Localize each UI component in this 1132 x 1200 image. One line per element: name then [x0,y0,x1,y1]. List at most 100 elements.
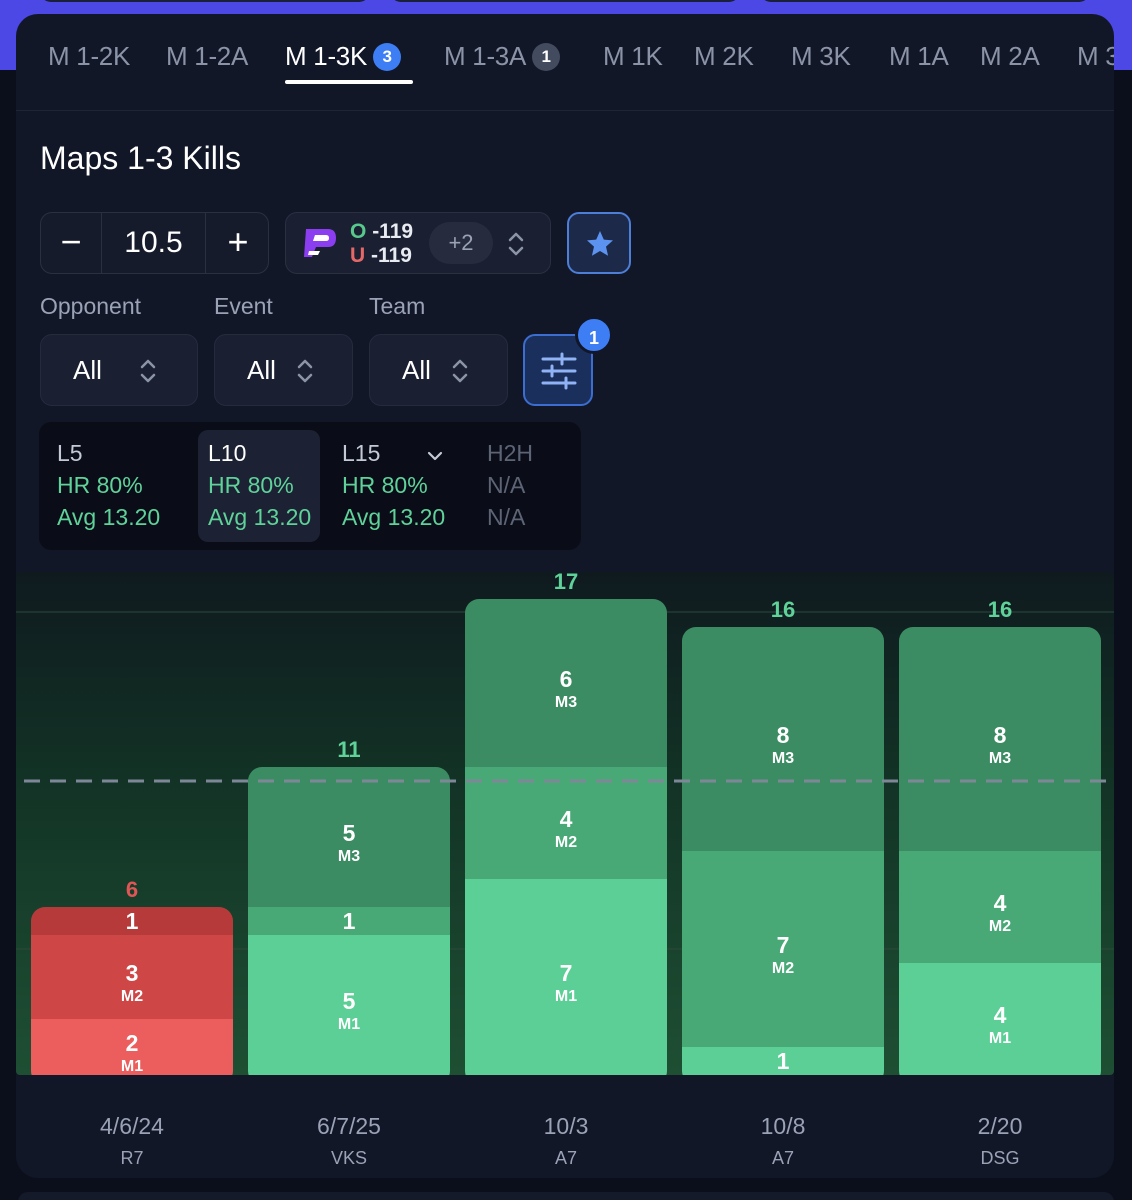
event-filter-label: Event [214,293,273,319]
chevron-up-down-icon [297,359,313,383]
stat-h2h[interactable]: H2H N/A N/A [477,430,599,542]
stat-hr: HR 80% [57,472,143,498]
line-stepper: − 10.5 + [40,212,269,274]
x-opponent-label: DSG [980,1148,1019,1168]
segment-value-label: 5 [343,820,356,846]
segment-value-label: 8 [777,722,790,748]
x-date-label: 6/7/25 [317,1113,381,1139]
tab-m-1a[interactable]: M 1A [889,41,949,72]
segment-value-label: 3 [126,960,139,986]
stat-label: L15 [342,440,381,466]
sliders-icon [541,352,577,390]
tab-m-1-3k[interactable]: M 1-3K 3 [285,41,402,72]
segment-m2 [465,767,667,879]
favorite-button[interactable] [567,212,631,274]
bar-total-label: 17 [554,569,578,594]
bar-segments [248,767,450,1075]
bar-1: 2 M1 3 M2 1 6 4/6/24 R7 [31,877,233,1168]
tab-count-badge: 1 [532,43,561,71]
segment-value-label: 2 [126,1030,139,1056]
stat-label: L10 [208,440,247,466]
segment-map-label: M1 [338,1016,360,1033]
team-select-value: All [402,355,431,385]
tab-m-3[interactable]: M 3 [1077,41,1114,72]
chevron-up-down-icon [140,359,156,383]
stat-avg: Avg 13.20 [57,504,161,530]
team-select[interactable]: All [369,334,508,406]
bar-5: 4 M1 4 M2 8 M3 16 2/20 DSG [899,597,1101,1168]
chevron-up-down-icon [508,232,524,256]
background-pill [390,0,740,2]
sportsbook-logo-icon [304,229,336,257]
tab-label: M 1A [889,41,949,71]
segment-m3 [248,767,450,907]
line-value: 10.5 [124,226,183,259]
stat-label: H2H [487,440,534,466]
x-opponent-label: A7 [772,1148,794,1168]
star-icon [587,231,613,256]
segment-m1 [465,879,667,1075]
bar-segments [31,907,233,1075]
x-date-label: 4/6/24 [100,1113,164,1139]
decrease-line-button[interactable]: − [60,221,82,262]
tab-m-1-3a[interactable]: M 1-3A 1 [444,41,561,72]
x-opponent-label: VKS [331,1148,367,1168]
background-pill [760,0,1090,2]
prop-card: M 1-2K M 1-2A M 1-3K 3 M 1-3A 1 M 1K M 2K M 3K M … [16,14,1114,1178]
stat-l10[interactable]: L10 HR 80% Avg 13.20 [198,430,320,542]
tab-label: M 2K [694,41,754,71]
tab-label: M 2A [980,41,1040,71]
segment-m1 [31,1019,233,1075]
increase-line-button[interactable]: + [227,221,249,262]
stat-l5[interactable]: L5 HR 80% Avg 13.20 [47,430,169,542]
background-next-card [18,1192,1114,1200]
stat-hr: N/A [487,472,526,498]
tab-m-1k[interactable]: M 1K [603,41,663,72]
segment-value-label: 4 [994,1002,1007,1028]
tab-m-2k[interactable]: M 2K [694,41,754,72]
segment-value-label: 1 [126,908,139,934]
bar-total-label: 16 [988,597,1012,622]
segment-map-label: M3 [772,750,794,767]
event-select[interactable]: All [214,334,353,406]
bar-2: 5 M1 1 5 M3 11 6/7/25 VKS [248,737,450,1168]
stat-hr: HR 80% [208,472,294,498]
tab-label: M 1-3K [285,41,368,71]
segment-map-label: M2 [121,988,143,1005]
tab-label: M 1-2K [48,41,131,71]
odds-selector[interactable]: O -119 U -119 +2 [285,212,551,274]
segment-value-label: 6 [560,666,573,692]
tab-m-1-2k[interactable]: M 1-2K [48,41,130,72]
kills-chart-svg: 2M13M2164/6/24R75M115M3116/7/25VKS7M14M2… [16,569,1114,1168]
segment-value-label: 4 [994,890,1007,916]
stat-l15[interactable]: L15 HR 80% Avg 13.20 [332,430,454,542]
more-books-badge[interactable]: +2 [429,222,493,264]
tab-label: M 3 [1077,41,1114,71]
stat-avg: Avg 13.20 [342,504,446,530]
tab-m-2a[interactable]: M 2A [980,41,1040,72]
opponent-select[interactable]: All [40,334,198,406]
active-filter-count-badge: 1 [575,316,613,354]
segment-map-label: M2 [772,960,794,977]
segment-m3 [31,907,233,935]
divider [101,213,102,273]
segment-map-label: M3 [555,694,577,711]
tab-count-badge: 3 [373,43,402,71]
tab-m-3k[interactable]: M 3K [791,41,851,72]
x-opponent-label: R7 [120,1148,143,1168]
x-date-label: 10/3 [544,1113,589,1139]
segment-m3 [682,627,884,851]
bar-4: 1 7 M2 8 M3 16 10/8 A7 [682,597,884,1168]
segment-map-label: M1 [121,1058,143,1075]
bar-total-label: 11 [337,737,360,762]
segment-map-label: M1 [555,988,577,1005]
stat-avg: Avg 13.20 [208,504,312,530]
divider [205,213,206,273]
stat-avg: N/A [487,504,526,530]
bar-segments [899,627,1101,1075]
tab-m-1-2a[interactable]: M 1-2A [166,41,248,72]
page-title: Maps 1-3 Kills [40,140,241,176]
background-pill [40,0,370,2]
segment-m1 [899,963,1101,1075]
segment-value-label: 7 [777,932,790,958]
